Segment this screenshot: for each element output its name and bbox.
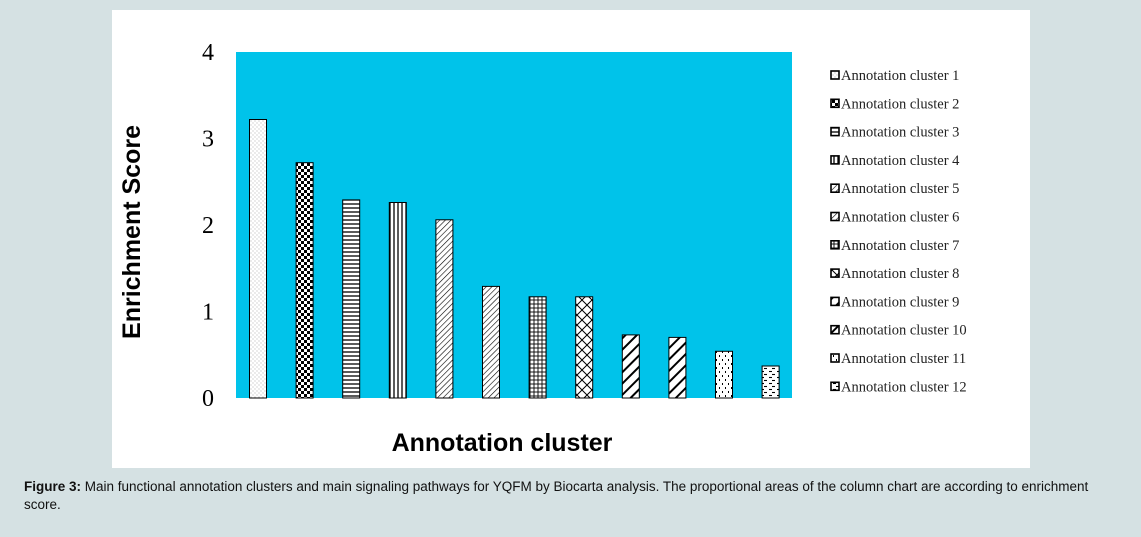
y-tick-label: 3 — [202, 127, 214, 153]
legend-swatch — [830, 268, 840, 278]
y-axis: 0 1 2 3 4 — [202, 40, 214, 412]
bar-group — [249, 119, 780, 399]
legend-label: Annotation cluster 8 — [841, 266, 959, 282]
legend-label: Annotation cluster 10 — [841, 323, 967, 339]
legend-label: Annotation cluster 11 — [841, 351, 966, 367]
bar — [715, 350, 733, 399]
bar — [668, 336, 687, 399]
y-tick-label: 1 — [202, 300, 214, 326]
legend: Annotation cluster 1 Annotation cluster 2… — [830, 68, 967, 395]
legend-label: Annotation cluster 12 — [841, 379, 967, 395]
legend-swatch — [830, 70, 840, 80]
legend-swatch — [830, 240, 840, 250]
y-axis-label: Enrichment Score — [118, 125, 146, 339]
bar — [388, 202, 407, 399]
legend-label: Annotation cluster 9 — [841, 294, 959, 310]
y-tick-label: 4 — [202, 40, 214, 66]
bar — [575, 296, 594, 399]
bar — [295, 162, 314, 399]
plot-area — [236, 52, 792, 398]
legend-swatch — [830, 296, 840, 307]
y-tick-label: 0 — [202, 386, 214, 412]
legend-label: Annotation cluster 5 — [841, 181, 959, 197]
legend-swatch — [830, 324, 840, 335]
y-tick-label: 2 — [202, 213, 214, 239]
figure-caption: Figure 3: Main functional annotation clu… — [24, 478, 1114, 514]
legend-swatch — [830, 155, 840, 165]
legend-swatch — [830, 211, 840, 222]
bar — [621, 334, 640, 399]
x-axis-label: Annotation cluster — [392, 429, 613, 457]
legend-swatch — [830, 183, 840, 193]
legend-label: Annotation cluster 4 — [841, 153, 960, 169]
bar — [482, 285, 500, 399]
caption-label: Figure 3: — [24, 479, 82, 494]
caption-text: Main functional annotation clusters and … — [24, 479, 1089, 512]
bar — [528, 296, 547, 399]
legend-label: Annotation cluster 2 — [841, 96, 959, 112]
legend-swatch — [830, 381, 840, 392]
legend-label: Annotation cluster 7 — [841, 238, 959, 254]
legend-label: Annotation cluster 3 — [841, 125, 959, 141]
legend-label: Annotation cluster 1 — [841, 68, 959, 84]
legend-swatch — [830, 98, 840, 109]
bar — [249, 119, 267, 399]
legend-label: Annotation cluster 6 — [841, 210, 959, 226]
bar — [342, 199, 361, 399]
legend-swatch — [830, 126, 840, 137]
legend-swatch — [830, 353, 840, 363]
bar — [435, 219, 454, 399]
bar — [761, 365, 780, 399]
